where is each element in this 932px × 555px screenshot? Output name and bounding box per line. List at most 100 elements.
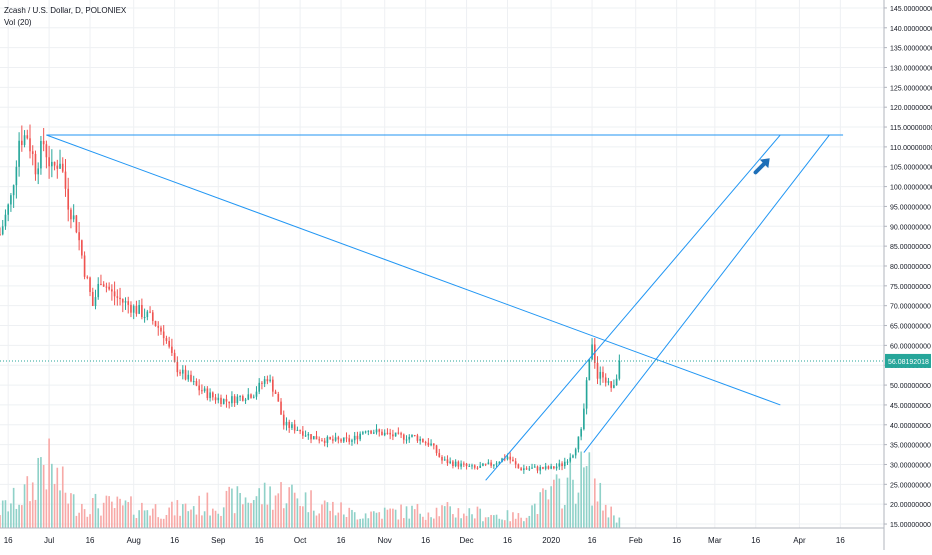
candle-body xyxy=(479,465,482,468)
volume-bar xyxy=(23,484,26,528)
candle-body xyxy=(100,283,102,285)
volume-bar xyxy=(446,502,449,528)
volume-bar xyxy=(37,457,40,528)
candle-body xyxy=(277,393,280,402)
candle-body xyxy=(86,276,89,278)
volume-bar xyxy=(250,503,252,528)
volume-bar xyxy=(231,488,233,528)
candle-body xyxy=(337,437,340,440)
candle-body xyxy=(21,140,23,145)
candle-body xyxy=(67,188,70,210)
candle-body xyxy=(471,465,473,467)
candle-body xyxy=(487,462,490,465)
volume-bar xyxy=(577,492,580,528)
candle-body xyxy=(544,466,547,469)
candle-body xyxy=(187,374,190,380)
volume-bar xyxy=(329,510,331,528)
candle-body xyxy=(168,340,170,347)
volume-bar xyxy=(512,512,514,528)
candle-body xyxy=(285,421,288,426)
time-tick-label: Oct xyxy=(294,536,307,545)
volume-bar xyxy=(40,457,42,528)
volume-bar xyxy=(83,509,86,528)
volume-bar xyxy=(225,490,228,528)
candle-body xyxy=(127,301,130,305)
candle-body xyxy=(509,456,512,460)
volume-bar xyxy=(397,519,400,528)
volume-bar xyxy=(89,514,91,528)
candle-body xyxy=(296,429,299,431)
volume-bar xyxy=(64,492,67,528)
volume-bar xyxy=(364,513,367,528)
volume-bar xyxy=(613,515,615,528)
volume-bar xyxy=(381,518,383,528)
grid-layer xyxy=(0,0,884,528)
candle-body xyxy=(405,439,408,441)
volume-bar xyxy=(340,502,342,528)
ascending-channel-line xyxy=(583,134,830,453)
candle-body xyxy=(359,433,361,440)
price-tick-label: 100.00000000 xyxy=(890,185,932,192)
chart-legend: Zcash / U.S. Dollar, D, POLONIEX Vol (20… xyxy=(4,5,126,29)
candle-body xyxy=(59,163,61,169)
candle-body xyxy=(1,226,4,235)
candle-body xyxy=(108,286,110,290)
candle-body xyxy=(192,381,195,383)
candle-body xyxy=(42,141,45,145)
candle-body xyxy=(315,436,318,440)
volume-bar xyxy=(533,503,536,528)
volume-bar xyxy=(51,463,53,528)
candle-body xyxy=(105,286,108,288)
volume-bar xyxy=(220,515,222,528)
volume-bar xyxy=(138,510,140,528)
volume-bar xyxy=(323,500,326,528)
candle-body xyxy=(228,401,231,404)
candle-body xyxy=(402,434,405,440)
time-tick-label: 16 xyxy=(836,536,845,545)
volume-bar xyxy=(105,495,108,528)
price-tick-label: 40.00000000 xyxy=(890,423,931,430)
volume-bar xyxy=(528,515,531,528)
volume-indicator-label[interactable]: Vol (20) xyxy=(4,18,32,27)
volume-bar xyxy=(542,488,544,528)
arrow-shaft xyxy=(753,160,768,175)
candle-body xyxy=(40,141,42,169)
candle-body xyxy=(408,436,411,440)
candle-body xyxy=(550,466,552,469)
volume-bar xyxy=(4,500,7,528)
candle-body xyxy=(132,305,135,313)
volume-bar xyxy=(277,493,280,528)
candle-body xyxy=(72,215,75,220)
drawing-layer[interactable] xyxy=(46,134,844,481)
volume-bar xyxy=(566,477,569,528)
volume-bar xyxy=(618,517,621,528)
volume-bar xyxy=(607,517,610,528)
candle-body xyxy=(102,284,105,287)
volume-bar xyxy=(375,512,378,528)
volume-bar xyxy=(162,518,165,528)
candle-body xyxy=(190,374,192,382)
candle-body xyxy=(561,463,563,467)
candle-body xyxy=(299,429,301,432)
volume-bar xyxy=(203,511,206,528)
candle-body xyxy=(531,467,533,469)
candle-body xyxy=(463,463,465,465)
candle-body xyxy=(78,232,80,241)
candle-body xyxy=(416,435,419,441)
volume-bar xyxy=(419,513,421,528)
volume-bar xyxy=(493,515,495,528)
candle-body xyxy=(149,311,151,313)
volume-bar xyxy=(61,466,64,528)
volume-bar xyxy=(422,516,424,528)
candle-body xyxy=(173,352,176,362)
volume-bar xyxy=(135,518,138,528)
candle-body xyxy=(525,468,528,470)
time-tick-label: Jul xyxy=(44,536,54,545)
volume-bar xyxy=(517,513,520,528)
volume-bar xyxy=(498,518,501,528)
volume-bar xyxy=(345,516,348,528)
volume-bar xyxy=(233,513,236,528)
volume-bar xyxy=(558,478,561,528)
